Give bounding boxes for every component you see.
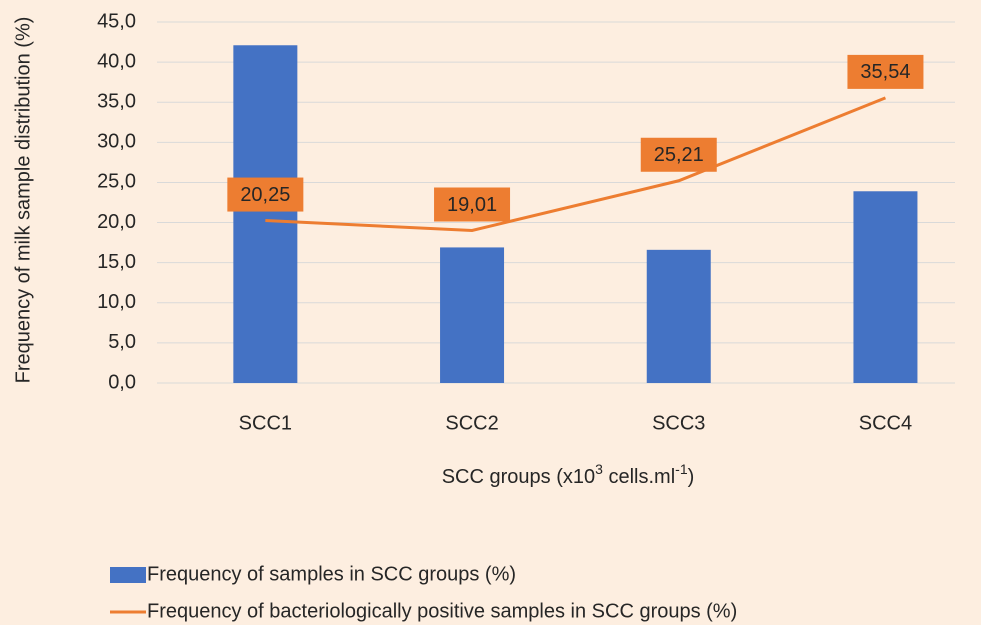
y-tick-label: 30,0: [97, 131, 136, 153]
data-label-box: [227, 177, 304, 212]
line: [265, 96, 887, 233]
x-tick-label: SCC3: [652, 412, 705, 434]
y-tick-label: 45,0: [97, 10, 136, 32]
data-label: 25,21: [654, 144, 704, 166]
y-tick-label: 5,0: [108, 331, 136, 353]
x-tick-label: SCC2: [445, 412, 498, 434]
legend-swatch: [110, 567, 146, 583]
bar: [853, 191, 918, 383]
x-axis-label: SCC groups (x103 cells.ml-1): [442, 461, 695, 489]
y-tick-label: 0,0: [108, 371, 136, 393]
legend-label: Frequency of samples in SCC groups (%): [147, 563, 516, 585]
data-label-box: [434, 187, 511, 222]
y-tick-label: 35,0: [97, 91, 136, 113]
bar: [646, 249, 711, 383]
y-tick-label: 20,0: [97, 211, 136, 233]
x-label-sup: 3: [595, 461, 603, 477]
bar: [440, 247, 505, 383]
x-label-part: ): [688, 466, 695, 488]
y-tick-label: 10,0: [97, 291, 136, 313]
x-tick-label: SCC4: [859, 412, 912, 434]
x-tick-label: SCC1: [239, 412, 292, 434]
y-tick-label: 15,0: [97, 251, 136, 273]
x-label-part: cells.ml: [603, 466, 675, 488]
y-axis-label: Frequency of milk sample distribution (%…: [12, 17, 34, 384]
y-tick-label: 25,0: [97, 171, 136, 193]
x-label-part: SCC groups (x10: [442, 466, 595, 488]
data-label: 20,25: [240, 184, 290, 206]
data-label-box: [847, 54, 924, 89]
y-tick-label: 40,0: [97, 50, 136, 72]
legend-label: Frequency of bacteriologically positive …: [147, 600, 737, 622]
bar: [233, 45, 298, 384]
x-label-sup: -1: [675, 461, 688, 477]
data-label: 19,01: [447, 194, 497, 216]
data-label-box: [640, 137, 717, 172]
data-label: 35,54: [860, 61, 910, 83]
